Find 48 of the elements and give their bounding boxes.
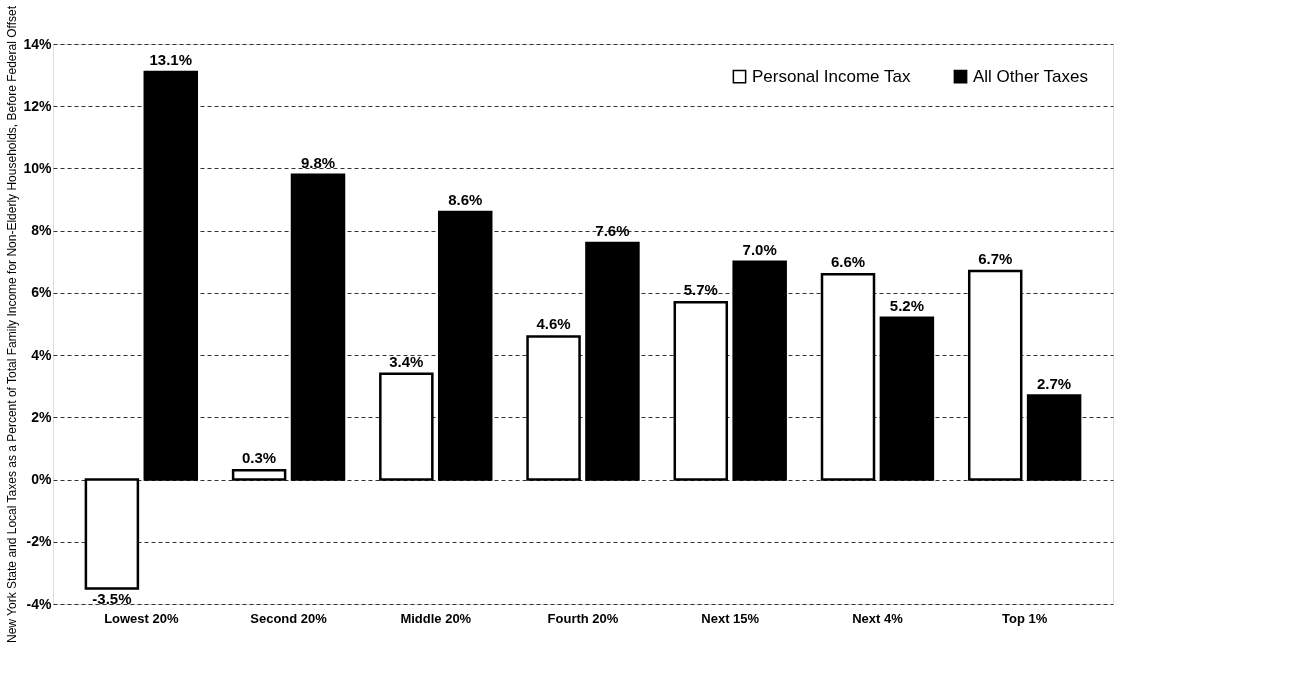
data-label: 5.7% — [683, 281, 718, 299]
x-tick-label: Middle 20% — [400, 610, 472, 626]
data-label: 7.6% — [595, 222, 630, 240]
data-label: 0.3% — [242, 449, 277, 467]
x-tick-label: Next 15% — [701, 610, 760, 626]
y-tick-label: 14% — [23, 35, 53, 52]
data-label: 2.7% — [1037, 374, 1072, 392]
bar — [585, 241, 640, 481]
bar — [967, 269, 1023, 481]
data-label: 13.1% — [149, 51, 193, 68]
y-tick-label: 12% — [23, 97, 53, 114]
y-tick-label: 10% — [23, 159, 53, 176]
legend-label: All Other Taxes — [973, 66, 1088, 86]
bar — [673, 300, 729, 481]
x-tick-label: Top 1% — [1002, 610, 1048, 626]
x-tick-label: Second 20% — [250, 610, 328, 626]
bar — [379, 372, 434, 481]
y-tick-label: 4% — [31, 346, 53, 363]
bar — [437, 210, 493, 481]
x-tick-label: Lowest 20% — [104, 610, 179, 626]
x-tick-label: Next 4% — [852, 610, 904, 626]
bar — [1026, 394, 1082, 481]
data-label: 9.8% — [300, 153, 336, 171]
y-axis-title: New York State and Local Taxes as a Percent of Total Family Income for Non-Elderly Households, Before Federal Offset — [5, 5, 20, 643]
data-label: 7.0% — [742, 240, 777, 258]
data-label: 6.6% — [830, 253, 866, 271]
data-label: 5.2% — [889, 296, 924, 314]
data-label: 8.6% — [448, 191, 483, 208]
legend-label: Personal Income Tax — [752, 66, 911, 86]
data-label: 4.6% — [536, 315, 571, 333]
data-label: 6.7% — [978, 250, 1013, 268]
y-tick-label: -4% — [26, 595, 53, 612]
x-tick-label: Fourth 20% — [547, 610, 619, 626]
bar — [526, 335, 581, 481]
bar — [290, 173, 346, 481]
bar — [820, 272, 876, 481]
bar — [732, 260, 787, 481]
y-tick-label: 8% — [31, 222, 53, 239]
y-tick-label: -2% — [26, 533, 53, 550]
data-label: 3.4% — [389, 352, 424, 370]
y-tick-label: 2% — [31, 408, 53, 425]
bar — [84, 478, 140, 590]
y-tick-label: 6% — [31, 284, 53, 301]
bar — [143, 70, 199, 481]
y-tick-label: 0% — [31, 471, 53, 488]
bar — [879, 316, 935, 481]
bar — [231, 468, 287, 481]
data-label: -3.5% — [92, 590, 132, 608]
